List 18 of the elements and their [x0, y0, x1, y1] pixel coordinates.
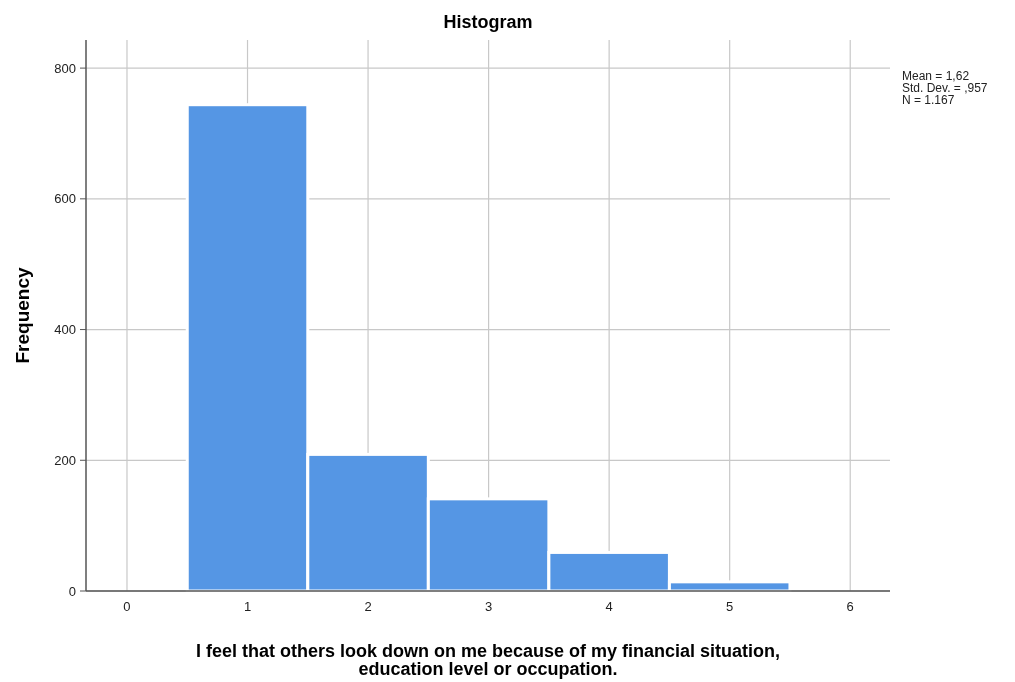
- text: N = 1.167: [902, 93, 955, 107]
- y-tick-label: 400: [54, 322, 76, 338]
- x-tick-label: 6: [846, 599, 854, 614]
- x-tick-label: 5: [726, 599, 734, 614]
- y-tick-label: 800: [54, 60, 76, 76]
- x-tick-label: 0: [123, 599, 131, 614]
- y-tick-label: 600: [54, 191, 76, 207]
- x-axis-title: I feel that others look down on me because of my financial situation, education level or occupation.: [195, 641, 781, 679]
- y-axis-title: Frequency: [12, 267, 33, 364]
- x-tick-label: 1: [243, 599, 252, 614]
- chart-title: Histogram: [443, 12, 533, 32]
- x-tick-label: 2: [364, 599, 372, 614]
- y-tick-label: 0: [68, 583, 76, 599]
- text: Std. Dev. = ,957: [902, 81, 988, 95]
- x-tick-label: 4: [605, 599, 613, 614]
- text: Mean = 1,62: [902, 69, 970, 83]
- x-tick-label: 3: [484, 599, 493, 614]
- y-tick-label: 200: [54, 452, 76, 468]
